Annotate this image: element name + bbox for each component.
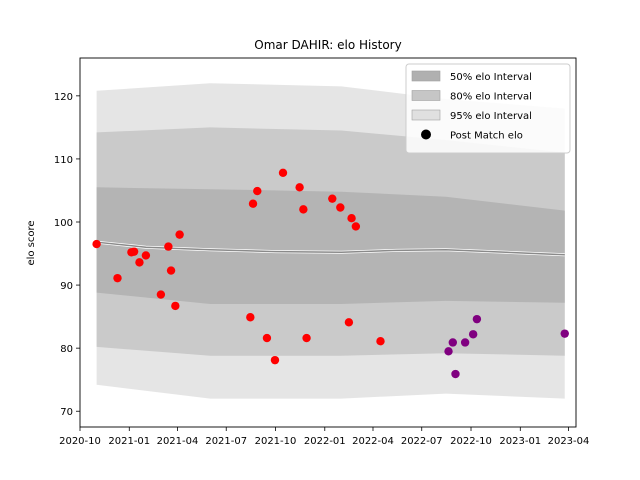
y-tick-label-2: 90	[60, 281, 73, 292]
legend-swatch-0	[411, 70, 441, 82]
legend-swatch-1	[411, 90, 441, 101]
elo-point-s1-5	[472, 314, 482, 324]
y-tick-label-3: 100	[54, 218, 73, 229]
elo-point-s0-7	[164, 242, 173, 251]
elo-point-s1-2	[451, 369, 460, 379]
elo-point-s0-21	[336, 203, 345, 212]
legend-swatch-2	[411, 109, 441, 121]
elo-point-s0-17	[295, 183, 304, 192]
y-axis-title: elo score	[26, 220, 37, 265]
legend: 50% elo Interval 80% elo Interval 95% elo …	[405, 63, 571, 154]
elo-point-s0-24	[351, 222, 361, 231]
y-tick-label-5: 120	[54, 92, 73, 103]
elo-point-s0-11	[246, 313, 255, 322]
legend-label-1: 80% elo Interval	[450, 92, 532, 103]
x-tick-label-1: 2021-01	[108, 436, 150, 447]
x-tick-label-9: 2023-01	[499, 436, 541, 447]
elo-point-s0-23	[347, 214, 356, 223]
elo-point-s1-3	[460, 338, 470, 347]
legend-label-3: Post Match elo	[450, 131, 523, 142]
elo-point-s0-15	[270, 355, 280, 365]
axes: 2020-10 2021-01 2021-04 2021-07 2021-10 2022-…	[54, 57, 590, 447]
elo-point-s1-0	[444, 347, 453, 356]
chart-title: Omar DAHIR: elo History	[254, 38, 401, 52]
legend-label-2: 95% elo Interval	[450, 111, 532, 122]
elo-point-s0-0	[92, 239, 101, 249]
elo-point-s0-3	[129, 247, 139, 256]
elo-point-s0-22	[344, 318, 354, 327]
elo-point-s0-1	[113, 273, 122, 283]
legend-label-0: 50% elo Interval	[450, 72, 532, 83]
elo-point-s0-6	[156, 290, 166, 299]
legend-marker-3	[421, 129, 431, 140]
x-tick-label-2: 2021-04	[157, 436, 199, 447]
x-tick-label-0: 2020-10	[59, 436, 101, 447]
x-tick-label-3: 2021-07	[205, 436, 247, 447]
elo-point-s1-6	[560, 329, 569, 338]
y-tick-label-4: 110	[54, 155, 73, 166]
mean-elo-line	[96, 241, 565, 256]
elo-point-s1-4	[468, 330, 478, 339]
y-tick-label-1: 80	[60, 344, 73, 355]
elo-point-s0-19	[302, 333, 311, 343]
elo-point-s0-12	[248, 199, 258, 208]
elo-point-s1-1	[448, 338, 458, 347]
elo-point-s0-10	[175, 230, 184, 239]
x-tick-label-7: 2022-07	[401, 436, 443, 447]
elo-point-s0-14	[262, 333, 272, 343]
x-tick-label-8: 2022-10	[450, 436, 492, 447]
elo-point-s0-16	[278, 168, 288, 177]
elo-point-s0-9	[171, 301, 180, 311]
x-tick-label-10: 2023-04	[548, 436, 590, 447]
elo-point-s0-8	[166, 266, 176, 275]
elo-point-s0-25	[376, 337, 385, 346]
elo-point-s0-18	[299, 205, 308, 214]
elo-point-s0-4	[135, 258, 144, 267]
elo-point-s0-13	[253, 186, 262, 196]
x-tick-label-6: 2022-04	[352, 436, 394, 447]
y-tick-label-0: 70	[60, 407, 73, 418]
x-tick-label-5: 2022-01	[304, 436, 346, 447]
interval-band-3	[96, 187, 565, 304]
legend-box	[405, 63, 571, 154]
elo-point-s0-5	[141, 251, 151, 260]
plot-area	[92, 83, 569, 399]
x-tick-label-4: 2021-10	[255, 436, 297, 447]
plot-frame	[79, 57, 577, 428]
elo-point-s0-20	[328, 194, 337, 203]
